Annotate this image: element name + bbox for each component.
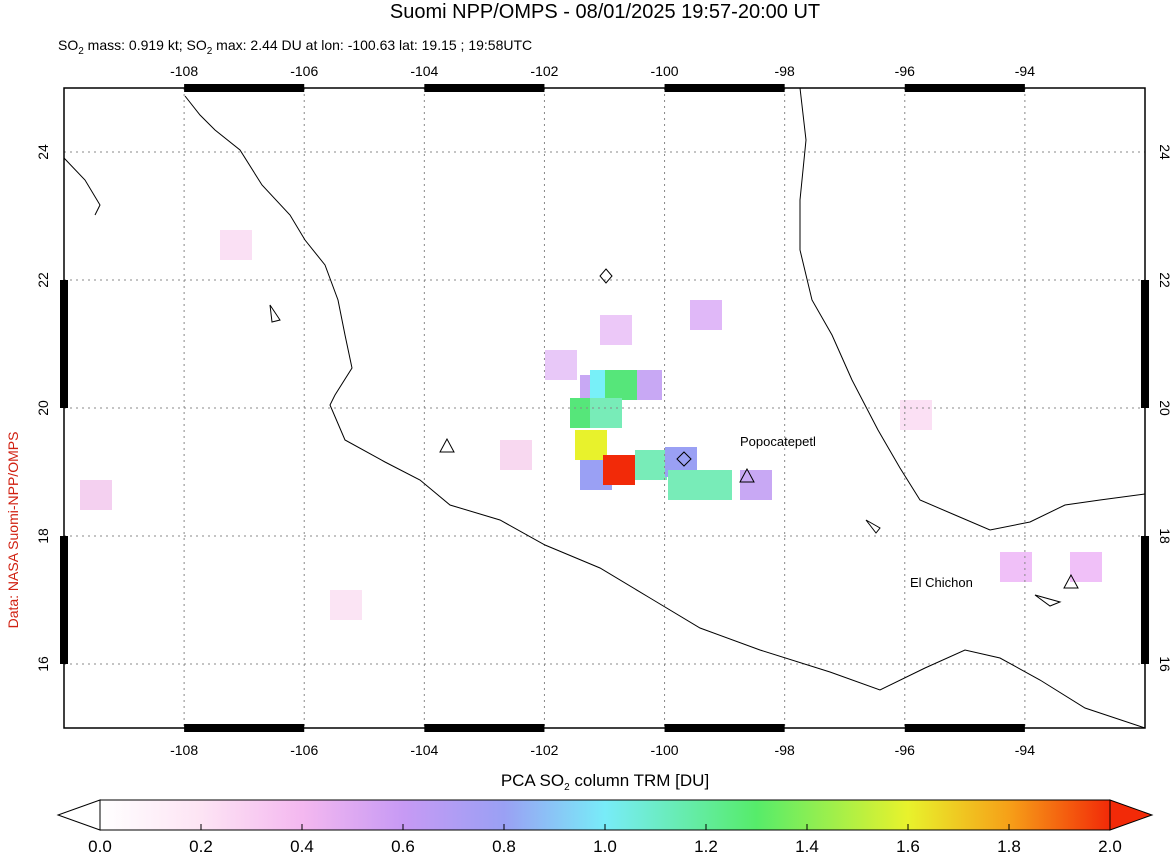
x-tick-label: -102 (530, 63, 558, 79)
colorbar-tick-label: 2.0 (1098, 837, 1122, 855)
y-tick-label: 24 (1157, 144, 1173, 160)
baja-coast (64, 157, 101, 216)
so2-pixel (900, 400, 932, 430)
y-tick-label: 18 (1157, 528, 1173, 544)
y-tick-label: 24 (35, 144, 51, 160)
so2-pixel (600, 315, 632, 345)
so2-pixel (80, 480, 112, 510)
x-tick-label: -104 (410, 63, 438, 79)
so2-pixel (690, 300, 722, 330)
volcano-label: El Chichon (910, 575, 973, 590)
colorbar-tick-label: 1.2 (694, 837, 718, 855)
subscript: 2 (78, 46, 84, 57)
volcano-label: Popocatepetl (740, 434, 816, 449)
so2-pixel (500, 440, 532, 470)
so2-pixel (700, 470, 732, 500)
so2-pixel (220, 230, 252, 260)
y-tick-label: 22 (1157, 272, 1173, 288)
so2-pixel (1070, 552, 1102, 582)
subscript: 2 (564, 782, 570, 793)
y-tick-label: 20 (1157, 400, 1173, 416)
x-tick-label: -106 (290, 742, 318, 758)
colorbar-tick-label: 0.0 (88, 837, 112, 855)
credit: Data: NASA Suomi-NPP/OMPS (5, 432, 21, 629)
frame-band (664, 724, 785, 732)
so2-pixel (605, 370, 637, 400)
y-tick-label: 22 (35, 272, 51, 288)
so2-pixel (1000, 552, 1032, 582)
frame-band (1141, 536, 1149, 664)
x-tick-label: -100 (651, 742, 679, 758)
x-tick-label: -94 (1015, 742, 1035, 758)
pacific-coast (184, 95, 1145, 728)
y-tick-label: 18 (35, 528, 51, 544)
max-marker (599, 268, 613, 284)
frame-band (424, 84, 545, 92)
y-tick-label: 20 (35, 400, 51, 416)
y-tick-label: 16 (1157, 656, 1173, 672)
colorbar-tick-label: 1.0 (593, 837, 617, 855)
text-part: SO (58, 37, 78, 53)
axes: -108 -108 -106 -106 -104 -104 -102 -102 -100 -100… (35, 63, 1173, 758)
so2-pixel (590, 398, 622, 428)
frame-band (184, 724, 305, 732)
x-tick-label: -102 (530, 742, 558, 758)
so2-pixel (668, 470, 700, 500)
x-tick-label: -106 (290, 63, 318, 79)
so2-pixel (603, 455, 635, 485)
volcano-marker (1063, 573, 1079, 589)
colorbar-tick-label: 0.4 (290, 837, 314, 855)
x-tick-label: -96 (895, 63, 915, 79)
x-tick-label: -96 (895, 742, 915, 758)
colorbar-over (1109, 799, 1154, 831)
title: Suomi NPP/OMPS - 08/01/2025 19:57-20:00 … (390, 1, 820, 23)
text-part: mass: 0.919 kt; SO (84, 37, 207, 53)
x-tick-label: -108 (170, 742, 198, 758)
frame-band (904, 724, 1025, 732)
x-tick-label: -108 (170, 63, 198, 79)
subscript: 2 (207, 46, 213, 57)
colorbar-tick-label: 0.8 (492, 837, 516, 855)
x-tick-label: -98 (775, 63, 795, 79)
colorbar-tick-label: 1.6 (896, 837, 920, 855)
colorbar-label: PCA SO2 column TRM [DU] (501, 771, 709, 793)
frame-band (904, 84, 1025, 92)
colorbar-tick-label: 0.2 (189, 837, 213, 855)
text-part: PCA SO (501, 771, 564, 790)
x-tick-label: -94 (1015, 63, 1035, 79)
frame-band (60, 280, 68, 408)
colorbar-ticks: 0.0 0.2 0.4 0.6 0.8 1.0 1.2 1.4 1.6 1.8 2.0 (88, 824, 1122, 856)
subtitle: SO2 mass: 0.919 kt; SO2 max: 2.44 DU at … (58, 37, 532, 57)
volcano-marker (439, 437, 455, 453)
grid (64, 88, 1145, 728)
y-tick-label: 16 (35, 656, 51, 672)
colorbar-under (56, 799, 101, 831)
colorbar-tick-label: 1.8 (997, 837, 1021, 855)
so2-pixels (80, 230, 1102, 620)
so2-pixel (330, 590, 362, 620)
so2-pixel (575, 430, 607, 460)
x-tick-label: -100 (651, 63, 679, 79)
volcano-marker (739, 467, 755, 483)
frame-band (424, 724, 545, 732)
colorbar-tick-label: 0.6 (391, 837, 415, 855)
text-part: column TRM [DU] (570, 771, 710, 790)
frame-band (184, 84, 305, 92)
gulf-coast (799, 88, 1145, 531)
max-marker (676, 451, 692, 467)
map (64, 88, 1145, 728)
so2-pixel (545, 350, 577, 380)
so2-pixel (635, 450, 667, 480)
frame-band (1141, 280, 1149, 408)
x-tick-label: -98 (775, 742, 795, 758)
frame-band (60, 536, 68, 664)
islands (269, 304, 1062, 607)
colorbar-tick-label: 1.4 (795, 837, 819, 855)
text-part: max: 2.44 DU at lon: -100.63 lat: 19.15 … (212, 37, 532, 53)
frame-band (664, 84, 785, 92)
so2-pixel (740, 470, 772, 500)
x-tick-label: -104 (410, 742, 438, 758)
